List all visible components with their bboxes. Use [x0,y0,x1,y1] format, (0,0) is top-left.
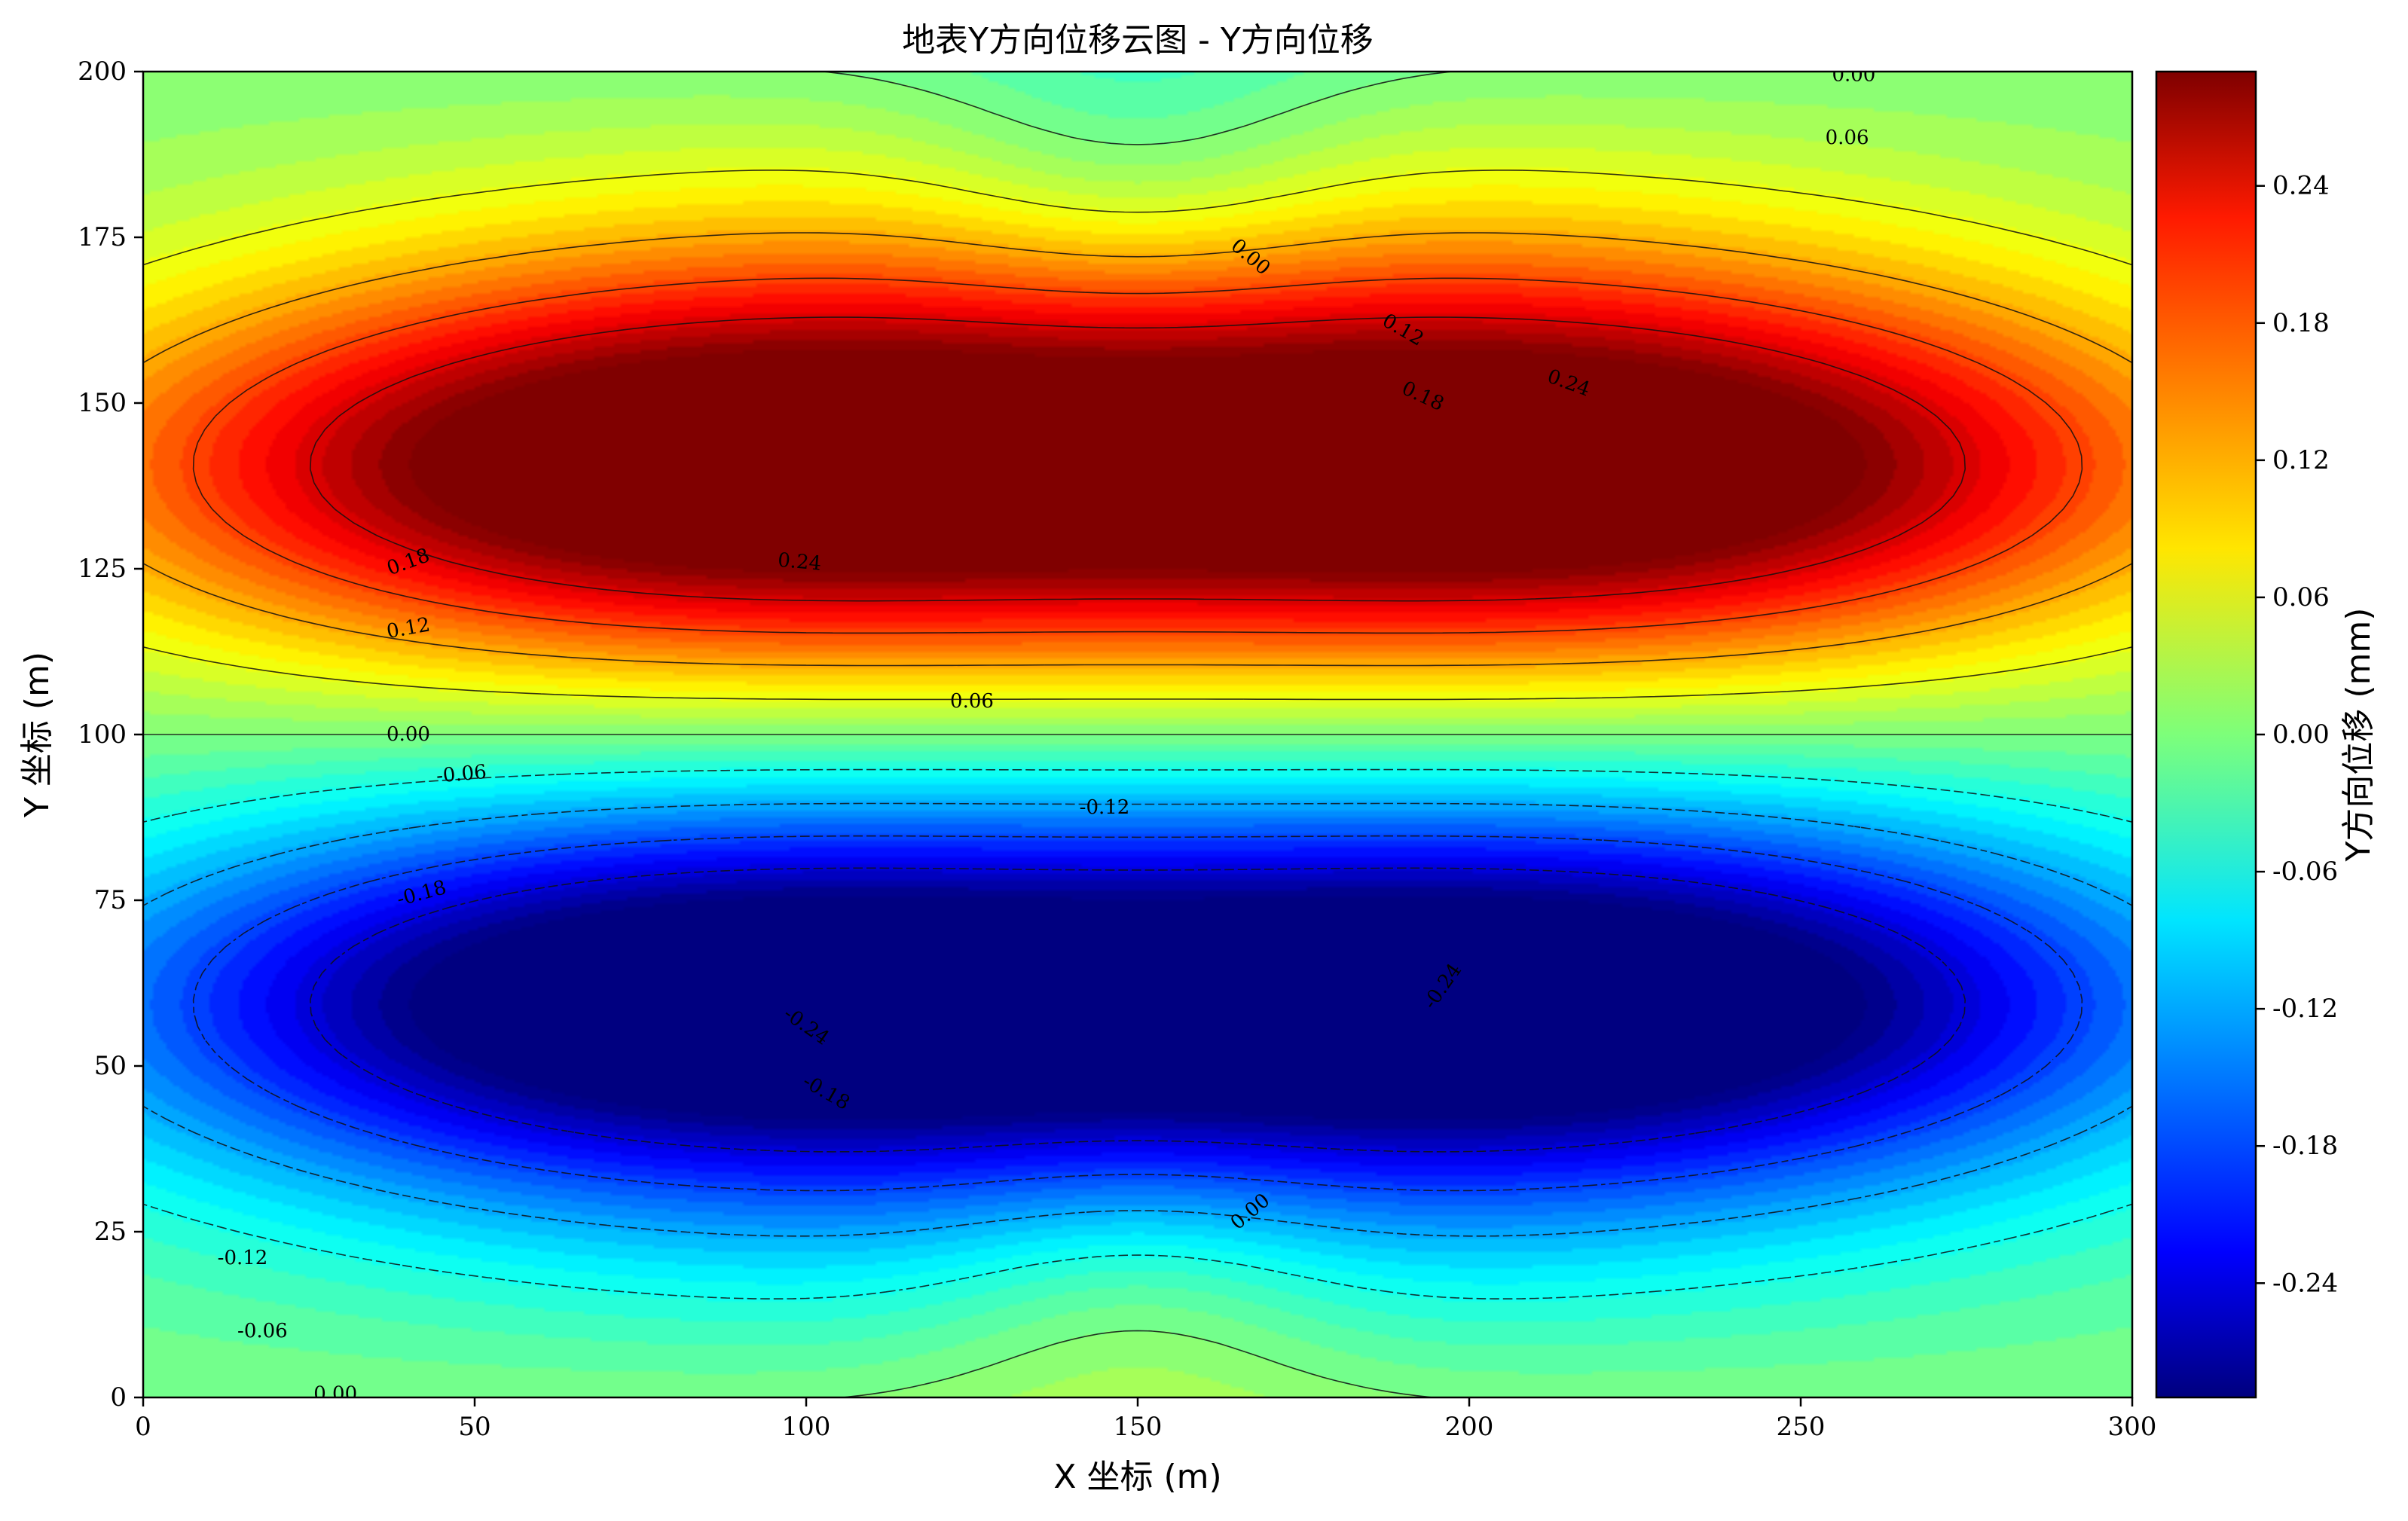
colorbar-bar [2156,72,2256,1397]
x-tick-label-1: 50 [458,1412,490,1442]
y-tick-label-0: 0 [110,1382,127,1413]
y-tick-label-8: 200 [78,57,127,87]
contour-line-2 [143,802,2132,1237]
x-axis-ticks: 0 50 100 150 200 250 300 [135,1397,2156,1442]
contour-label-10: -0.12 [218,1247,268,1269]
plot-area: 0.18 0.240.120.000.06-0.06-0.12-0.18-0.24… [143,63,2132,1406]
chart-title: 地表Y方向位移云图 - Y方向位移 [902,21,1374,60]
x-tick-label-6: 300 [2108,1412,2157,1442]
y-tick-label-6: 150 [78,388,127,418]
contour-line-8 [310,316,1966,602]
x-tick-label-0: 0 [135,1412,151,1442]
colorbar-ticks: -0.24 -0.18 -0.12 -0.06 0.00 0.06 0.12 0.18 0.24 [2256,171,2338,1298]
colorbar-tick-label-5: 0.06 [2272,582,2330,612]
contour-line-5 [143,170,2132,701]
colorbar-frame [2155,70,2257,1399]
contour-line-0 [310,867,1966,1153]
x-tick-label-5: 250 [1777,1412,1826,1442]
colorbar-tick-label-4: 0.00 [2272,719,2330,750]
y-axis-label: Y 坐标 (m) [18,652,57,818]
x-tick-label-2: 100 [782,1412,831,1442]
colorbar: -0.24 -0.18 -0.12 -0.06 0.00 0.06 0.12 0.18 0.24 [2155,70,2338,1399]
contour-label-6: -0.12 [1080,796,1130,819]
colorbar-tick-label-3: -0.06 [2272,857,2338,887]
x-tick-label-3: 150 [1114,1412,1163,1442]
y-tick-label-3: 75 [94,885,127,915]
contour-label-4: 0.06 [950,690,994,713]
x-axis-label: X 坐标 (m) [1053,1458,1221,1496]
y-axis-ticks: 0 25 50 75 100 125 150 175 200 [78,57,143,1413]
colorbar-label: Y方向位移 (mm) [2339,608,2378,863]
colorbar-tick-label-1: -0.18 [2272,1131,2338,1161]
contour-label-1: 0.24 [777,549,822,576]
contour-line-7 [192,277,2083,634]
y-tick-label-2: 50 [94,1051,127,1081]
contour-label-3: 0.00 [387,723,430,746]
x-tick-label-4: 200 [1445,1412,1494,1442]
colorbar-tick-label-2: -0.12 [2272,994,2338,1024]
contour-label-19: 0.06 [1826,127,1869,149]
contour-label-20: 0.00 [1832,63,1875,86]
y-tick-label-4: 100 [78,719,127,750]
contour-label-5: -0.06 [435,761,487,788]
colorbar-tick-label-6: 0.12 [2272,445,2330,475]
y-tick-label-7: 175 [78,222,127,252]
y-tick-label-1: 25 [94,1217,127,1247]
contour-lines [143,72,2132,1397]
contour-line-6 [143,232,2132,667]
contour-line-1 [192,835,2083,1192]
y-tick-label-5: 125 [78,554,127,584]
contour-label-12: 0.00 [313,1383,357,1406]
colorbar-tick-label-8: 0.24 [2272,171,2330,201]
colorbar-tick-label-0: -0.24 [2272,1268,2338,1298]
contour-line-3 [143,768,2132,1300]
contour-label-11: -0.06 [237,1320,288,1342]
colorbar-tick-label-7: 0.18 [2272,308,2330,338]
